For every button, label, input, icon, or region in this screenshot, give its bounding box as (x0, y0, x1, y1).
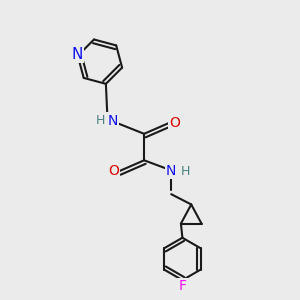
Text: O: O (108, 164, 119, 178)
Text: N: N (107, 114, 118, 128)
Text: O: O (169, 116, 180, 130)
Text: H: H (96, 114, 106, 127)
Text: N: N (71, 47, 83, 62)
Text: F: F (178, 279, 186, 293)
Text: N: N (166, 164, 176, 178)
Text: H: H (181, 165, 190, 178)
